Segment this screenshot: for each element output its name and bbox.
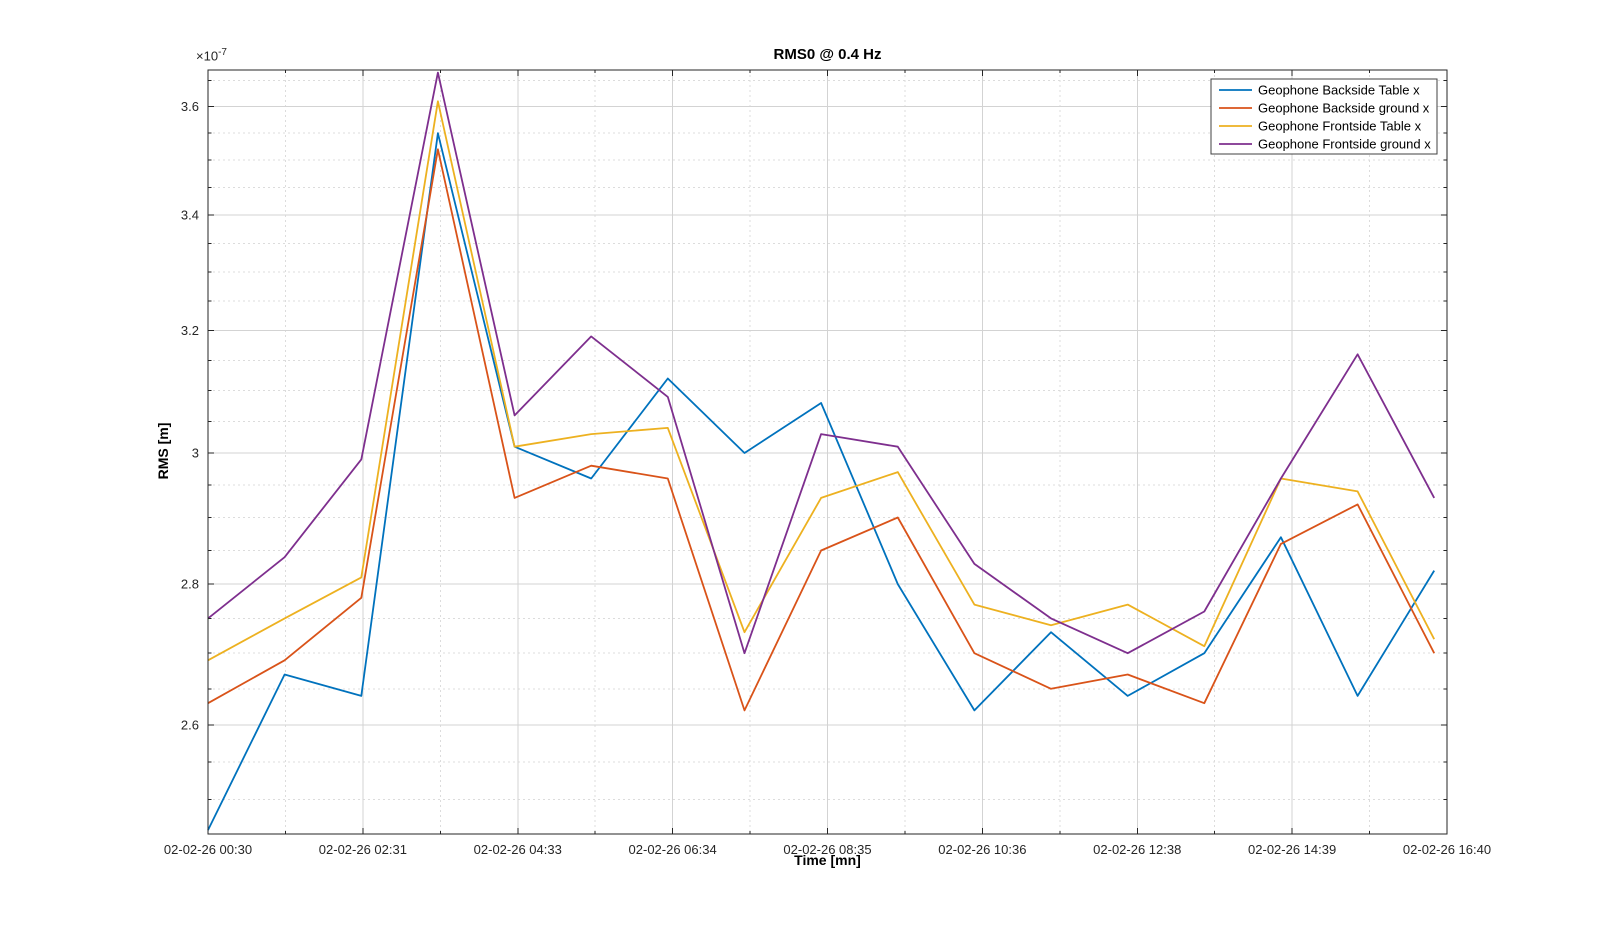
x-tick-label: 02-02-26 10:36 [938,842,1026,857]
y-tick-label: 3.4 [181,208,199,223]
x-tick-label: 02-02-26 12:38 [1093,842,1181,857]
legend-entry: Geophone Frontside ground x [1219,137,1431,152]
x-tick-label: 02-02-26 00:30 [164,842,252,857]
x-tick-label: 02-02-26 04:33 [474,842,562,857]
x-axis-label: Time [mn] [794,852,861,868]
x-tick-label: 02-02-26 16:40 [1403,842,1491,857]
x-tick-label: 02-02-26 06:34 [629,842,717,857]
x-tick-label: 02-02-26 02:31 [319,842,407,857]
y-tick-label: 3.2 [181,323,199,338]
series-line-1 [207,132,1435,831]
legend-label: Geophone Backside ground x [1258,101,1430,116]
chart-title: RMS0 @ 0.4 Hz [773,46,882,63]
y-axis-label: RMS [m] [155,422,171,480]
x-tick-label: 02-02-26 08:35 [783,842,871,857]
y-axis-exponent: ×10-7 [196,47,227,63]
legend: Geophone Backside Table x Geophone Backsi… [1210,78,1438,155]
y-axis-exponent-value: -7 [218,47,227,58]
legend-label: Geophone Frontside ground x [1258,137,1431,152]
legend-label: Geophone Backside Table x [1258,83,1420,98]
series-lines [207,71,1436,831]
legend-label: Geophone Frontside Table x [1258,119,1422,134]
series-line-2 [207,148,1436,712]
tick-labels: 02-02-26 00:30 02-02-26 02:31 02-02-26 04:… [164,99,1491,857]
legend-box [1210,78,1438,155]
x-tick-label: 02-02-26 14:39 [1248,842,1336,857]
y-axis-multiplier: ×10 [196,48,219,64]
legend-entry: Geophone Backside Table x [1219,83,1420,98]
legend-entry: Geophone Frontside Table x [1219,119,1422,134]
y-tick-label: 2.6 [181,717,199,732]
series-line-3 [207,100,1435,662]
y-tick-label: 3 [192,446,199,461]
y-tick-label: 3.6 [181,99,199,114]
y-tick-label: 2.8 [181,577,199,592]
axis-ticks [207,70,1448,834]
series-line-4 [207,71,1435,655]
legend-entry: Geophone Backside ground x [1219,101,1430,116]
